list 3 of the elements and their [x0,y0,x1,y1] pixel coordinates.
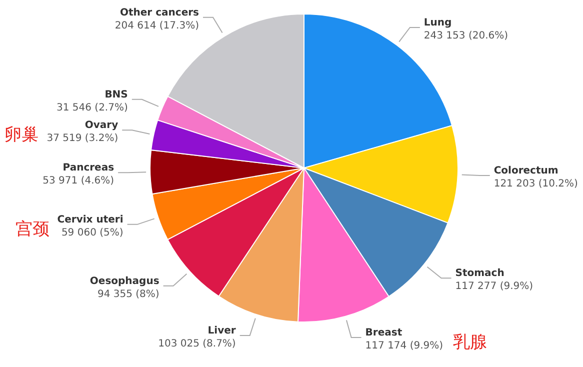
annotation: 乳腺 [453,332,488,352]
annotation: 卵巢 [4,125,39,144]
annotation: 宫颈 [15,219,50,238]
